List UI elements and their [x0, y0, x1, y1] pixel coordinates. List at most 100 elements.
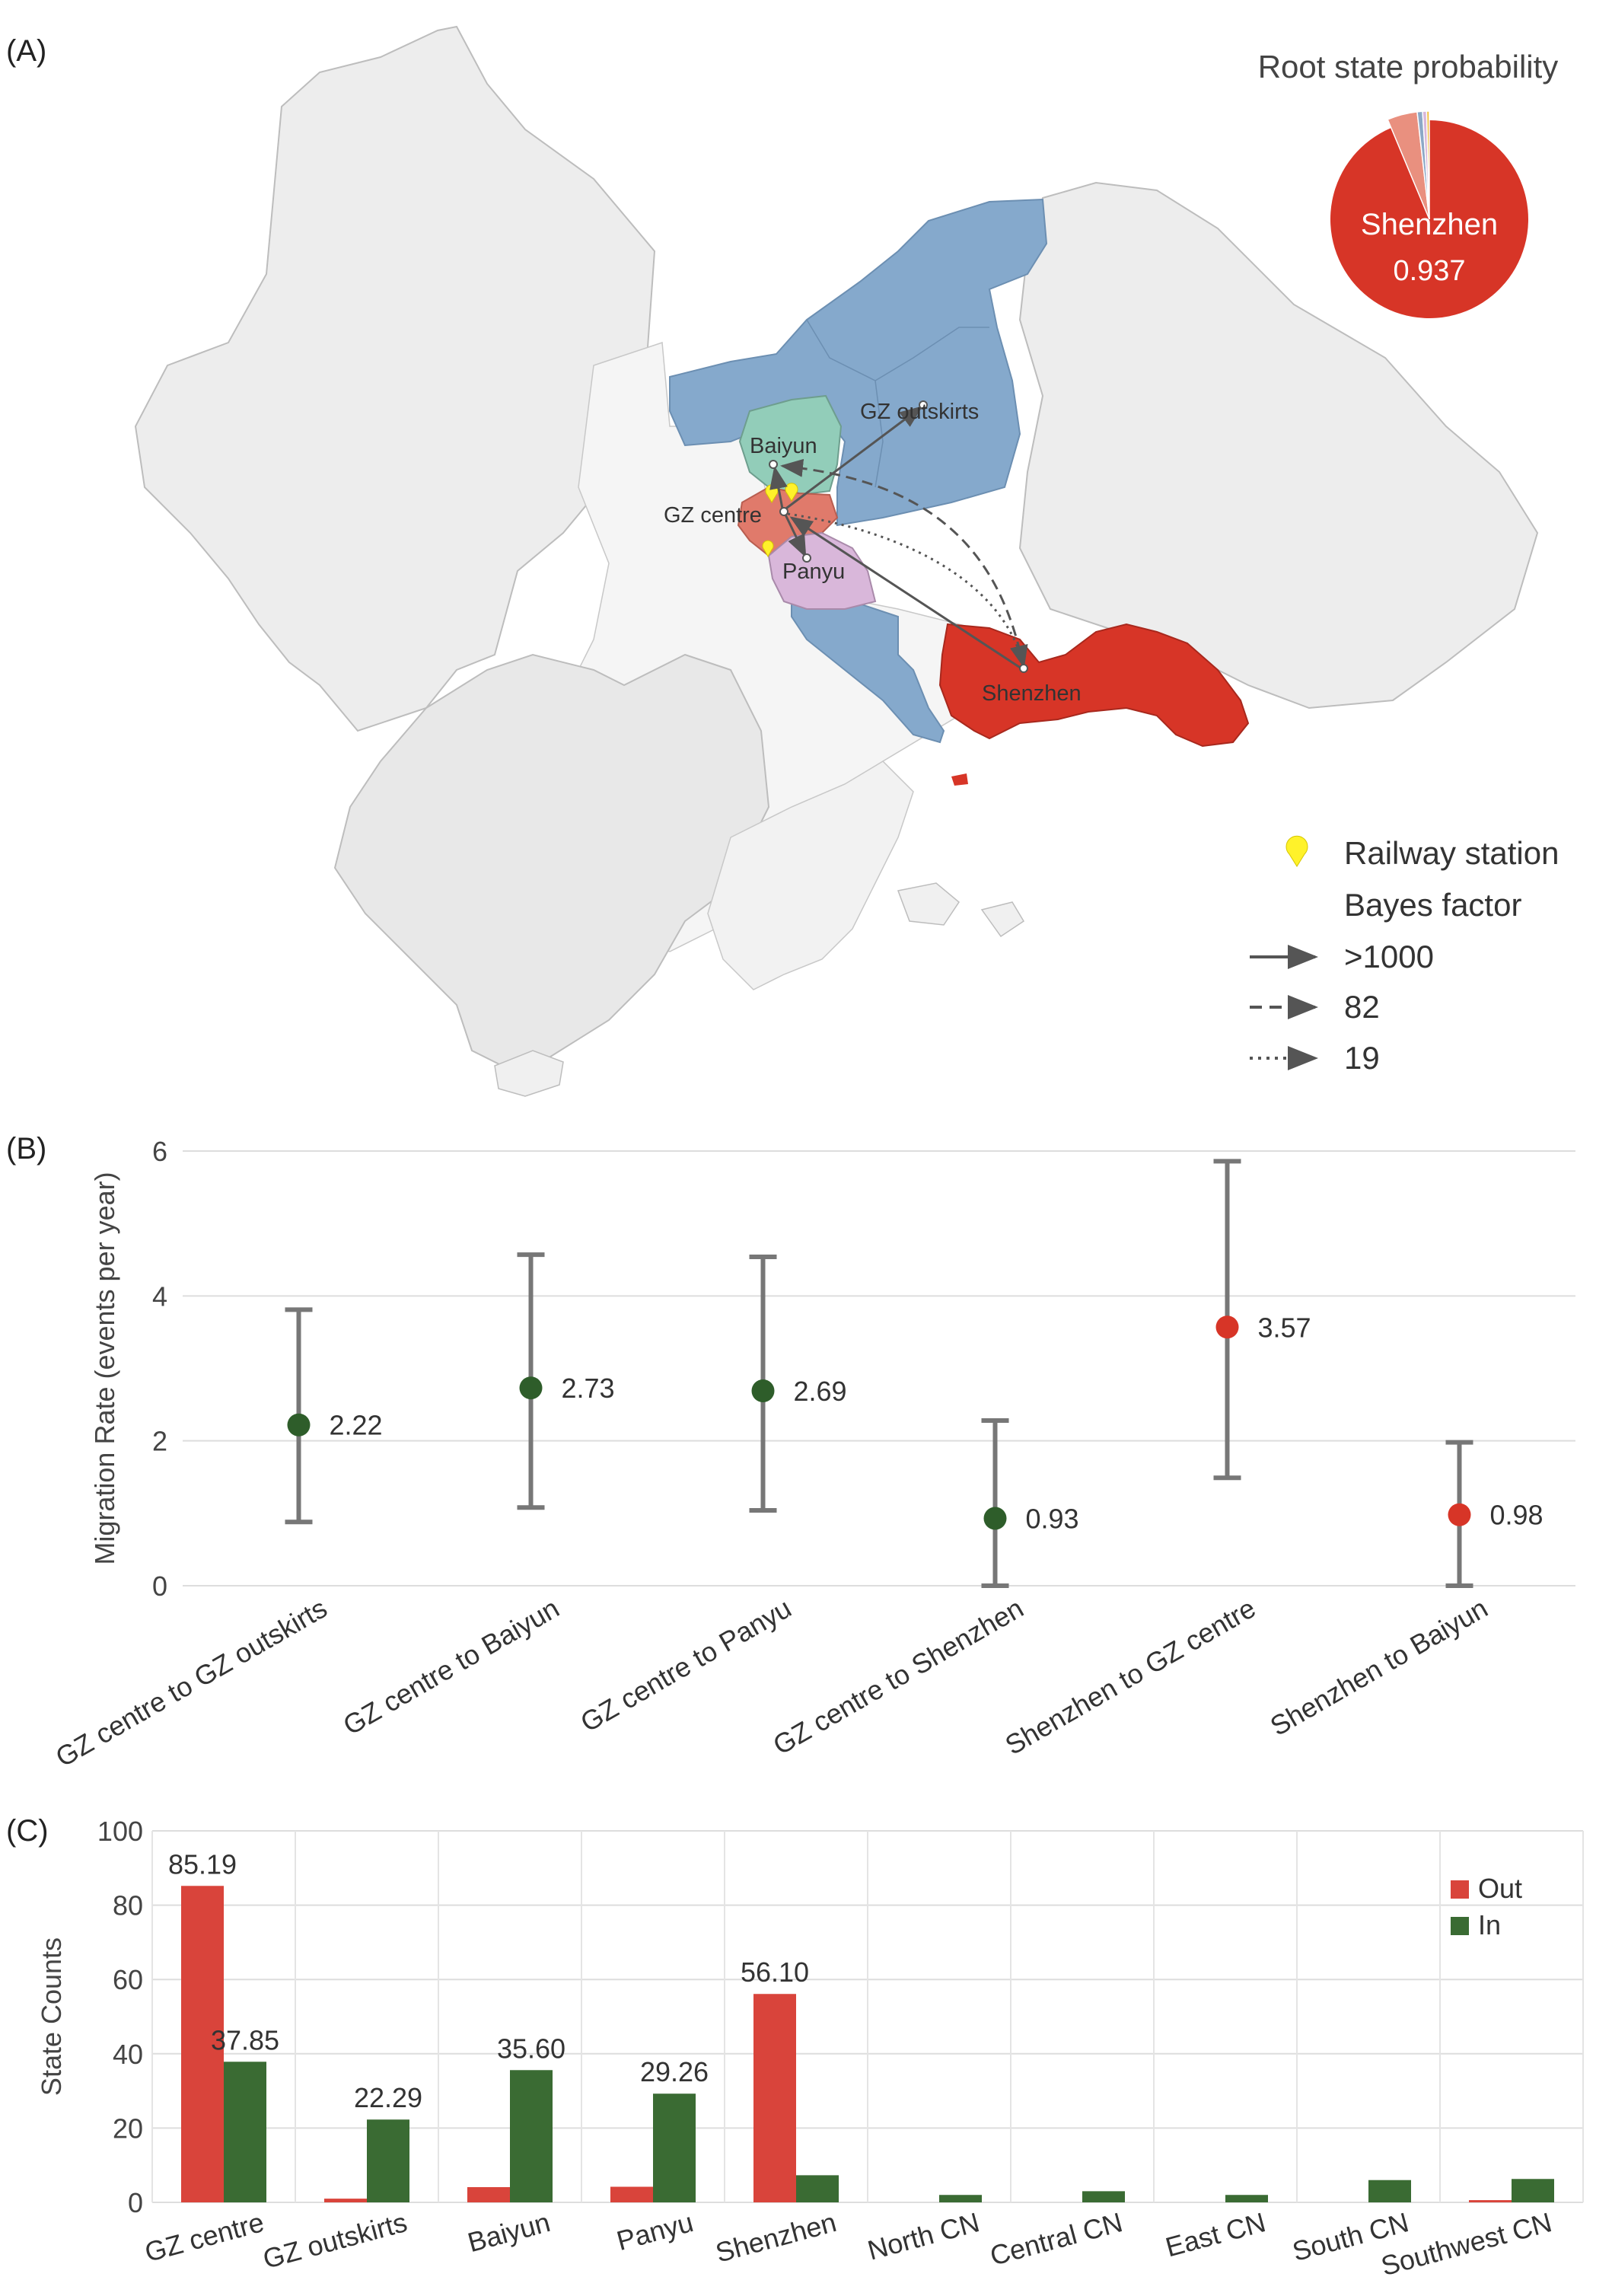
c-y-tick-label: 40 [113, 2039, 143, 2070]
panel-b-label: (B) [6, 1132, 46, 1166]
c-y-ticks: 0 20 40 60 80 100 [97, 1816, 143, 2218]
b-value-label: 0.98 [1490, 1500, 1544, 1531]
b-x-tick-label: Shenzhen to Baiyun [1265, 1592, 1493, 1742]
panel-c-label: (C) [6, 1814, 49, 1848]
c-legend: Out In [1451, 1873, 1522, 1940]
region-label-gz-outskirts: GZ outskirts [860, 400, 979, 424]
region-shenzhen-islet [951, 773, 968, 786]
map-island-1 [494, 1050, 564, 1097]
b-y-tick-label: 4 [152, 1280, 167, 1312]
root-state-pie [1330, 110, 1528, 318]
node-baiyun [769, 460, 778, 469]
arrow-shenzhen-to-gz-centre [789, 516, 1024, 671]
region-gz-outskirts-south [791, 592, 945, 744]
map-island-2 [897, 882, 960, 926]
b-value-label: 2.22 [330, 1410, 383, 1441]
root-state-name: Shenzhen [1361, 208, 1498, 241]
c-bar-in [510, 2070, 553, 2202]
b-y-axis-label: Migration Rate (events per year) [89, 1172, 120, 1564]
arrow-gz-centre-to-gz-outskirts [783, 406, 923, 512]
legend-railway-label: Railway station [1344, 835, 1559, 871]
c-x-tick-label: Central CN [986, 2206, 1126, 2272]
c-bar-out [467, 2186, 510, 2202]
b-x-ticks: GZ centre to GZ outskirts GZ centre to Ba… [50, 1592, 1493, 1773]
c-bars [181, 1886, 1554, 2202]
root-state-prob: 0.937 [1393, 255, 1465, 287]
migration-map: Baiyun GZ outskirts GZ centre Panyu Shen… [134, 25, 1559, 1097]
c-bar-in [796, 2175, 839, 2202]
c-x-tick-label: GZ centre [142, 2206, 267, 2268]
c-x-tick-label: GZ outskirts [260, 2206, 410, 2275]
b-point [983, 1507, 1007, 1530]
c-y-axis-label: State Counts [36, 1937, 67, 2096]
c-bar-in [653, 2094, 696, 2202]
arrow-gz-centre-to-shenzhen [787, 512, 1028, 668]
c-bar-in [1512, 2179, 1554, 2202]
b-value-label: 2.69 [794, 1376, 847, 1407]
node-shenzhen [1019, 664, 1028, 673]
arrow-shenzhen-to-baiyun [780, 458, 1025, 669]
c-bar-in [1082, 2191, 1125, 2202]
b-point [287, 1413, 311, 1437]
c-legend-swatch [1451, 1917, 1469, 1935]
b-x-tick-label: Shenzhen to GZ centre [1000, 1592, 1261, 1761]
region-label-gz-centre: GZ centre [664, 503, 762, 528]
c-bar-out [1469, 2200, 1512, 2202]
b-value-label: 0.93 [1026, 1503, 1079, 1534]
b-grid [183, 1150, 1575, 1586]
c-y-tick-label: 80 [113, 1890, 143, 1921]
map-land-south [707, 761, 914, 990]
c-value-labels: 85.19 37.85 22.29 35.60 29.26 56.10 [168, 1848, 809, 2113]
railway-station-legend-icon [1285, 835, 1308, 867]
panel-a-label: (A) [6, 34, 46, 68]
b-point [1448, 1503, 1471, 1526]
node-gz-outskirts [919, 400, 928, 410]
c-bar-out [324, 2199, 367, 2202]
b-x-tick-label: GZ centre to Panyu [575, 1592, 797, 1738]
legend-solid-label: >1000 [1344, 939, 1434, 974]
region-label-panyu: Panyu [782, 560, 845, 584]
migration-rate-chart: 0 2 4 6 Migration Rate (events per year) 2.… [50, 1136, 1575, 1773]
b-x-tick-label: GZ centre to Shenzhen [768, 1592, 1029, 1761]
c-bar-in [367, 2119, 409, 2202]
c-bar-in [1368, 2180, 1411, 2202]
legend-bayes-title: Bayes factor [1344, 887, 1521, 923]
railway-station-marker [762, 540, 774, 558]
b-y-tick-label: 6 [152, 1136, 167, 1167]
c-legend-label: In [1478, 1909, 1501, 1940]
b-x-tick-label: GZ centre to Baiyun [338, 1592, 565, 1741]
c-value-label: 56.10 [741, 1956, 809, 1988]
c-bar-in [939, 2195, 982, 2202]
state-counts-chart: 0 20 40 60 80 100 State Counts 85.19 37.85 22.2… [36, 1816, 1584, 2282]
legend-dashed-label: 82 [1344, 989, 1380, 1025]
b-x-tick-label: GZ centre to GZ outskirts [50, 1592, 332, 1773]
b-point [519, 1376, 543, 1400]
map-land-southwest [333, 653, 770, 1067]
c-bar-out [610, 2186, 653, 2202]
c-x-tick-label: Baiyun [464, 2206, 553, 2258]
b-y-ticks: 0 2 4 6 [152, 1136, 167, 1602]
map-land-northwest [134, 25, 656, 732]
c-legend-label: Out [1478, 1873, 1522, 1904]
c-grid [151, 1830, 1584, 2203]
b-value-label: 2.73 [562, 1373, 615, 1404]
c-bar-out [753, 1994, 796, 2202]
c-value-label: 85.19 [168, 1848, 237, 1880]
region-label-baiyun: Baiyun [750, 434, 817, 458]
map-island-3 [980, 901, 1025, 938]
c-y-tick-label: 60 [113, 1964, 143, 1995]
region-label-shenzhen: Shenzhen [982, 681, 1082, 706]
b-y-tick-label: 2 [152, 1426, 167, 1457]
c-y-tick-label: 100 [97, 1816, 143, 1847]
b-point [751, 1379, 775, 1403]
region-border-line [874, 380, 884, 488]
c-x-tick-label: Panyu [613, 2206, 696, 2256]
c-value-label: 22.29 [354, 2082, 422, 2113]
b-value-label: 3.57 [1258, 1312, 1311, 1343]
c-x-tick-label: North CN [865, 2206, 983, 2266]
region-border-line [806, 319, 989, 381]
b-y-tick-label: 0 [152, 1571, 167, 1602]
c-bar-out [181, 1886, 224, 2202]
